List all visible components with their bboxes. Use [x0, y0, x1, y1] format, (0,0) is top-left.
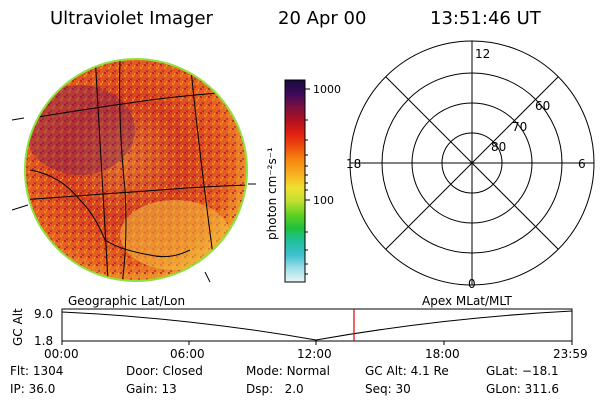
lat-label-80: 80 [491, 140, 506, 154]
xtick-0000: 00:00 [44, 347, 79, 361]
apex-title: Apex MLat/MLT [422, 294, 512, 308]
gcalt-value: 4.1 Re [410, 364, 449, 378]
gcalt-field: GC Alt: 4.1 Re [365, 364, 449, 378]
glon-value: 311.6 [524, 382, 559, 396]
altitude-curve [61, 310, 573, 341]
time-label: 13:51:46 UT [430, 8, 541, 29]
altitude-ytick-low: 1.8 [34, 334, 53, 348]
geo-grid-lines [26, 60, 246, 280]
colorbar-label: photon cm⁻²s⁻¹ [265, 147, 279, 240]
colorbar-tick-1000: 1000 [313, 83, 341, 96]
seq-field: Seq: 30 [365, 382, 411, 396]
glon-field: GLon: 311.6 [486, 382, 559, 396]
lat-label-60: 60 [535, 99, 550, 113]
altitude-plot-frame [61, 308, 573, 342]
altitude-ylabel: GC Alt [11, 308, 25, 346]
dsp-field: Dsp: 2.0 [246, 382, 304, 396]
colorbar-tick-100: 100 [313, 194, 334, 207]
flt-field: Flt: 1304 [10, 364, 64, 378]
glat-field: GLat: −18.1 [486, 364, 559, 378]
mode-value: Normal [286, 364, 330, 378]
polar-grid [349, 40, 595, 286]
colorbar-ticks [305, 88, 310, 275]
mlt-label-18: 18 [346, 157, 361, 171]
mlt-label-6: 6 [578, 157, 586, 171]
ip-value: 36.0 [28, 382, 56, 396]
dsp-value: 2.0 [284, 382, 304, 396]
date-label: 20 Apr 00 [278, 8, 367, 29]
mode-field: Mode: Normal [246, 364, 330, 378]
glat-value: −18.1 [521, 364, 559, 378]
colorbar [284, 79, 306, 283]
flt-value: 1304 [32, 364, 64, 378]
geographic-title: Geographic Lat/Lon [68, 294, 185, 308]
uv-earth-image [11, 58, 256, 283]
xtick-1800: 18:00 [425, 347, 460, 361]
ip-field: IP: 36.0 [10, 382, 56, 396]
xtick-0600: 06:00 [170, 347, 205, 361]
xtick-2359: 23:59 [553, 347, 588, 361]
altitude-ytick-high: 9.0 [34, 307, 53, 321]
seq-value: 30 [395, 382, 411, 396]
instrument-title: Ultraviolet Imager [50, 8, 213, 29]
gain-field: Gain: 13 [126, 382, 177, 396]
door-value: Closed [162, 364, 203, 378]
gain-value: 13 [161, 382, 177, 396]
altitude-xticks [61, 341, 573, 345]
xtick-1200: 12:00 [297, 347, 332, 361]
lat-label-70: 70 [512, 120, 527, 134]
mlt-label-0: 0 [468, 277, 476, 291]
mlt-label-12: 12 [475, 47, 490, 61]
door-field: Door: Closed [126, 364, 203, 378]
